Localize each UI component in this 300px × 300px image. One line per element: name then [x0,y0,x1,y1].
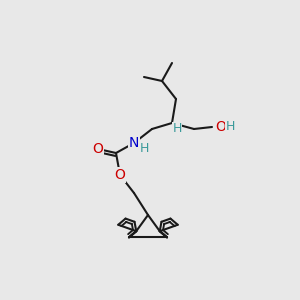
Text: O: O [115,168,125,182]
Text: N: N [129,136,139,150]
Text: H: H [139,142,149,155]
Text: H: H [172,122,182,136]
Text: H: H [226,121,236,134]
Text: O: O [93,142,104,156]
Text: O: O [215,120,226,134]
